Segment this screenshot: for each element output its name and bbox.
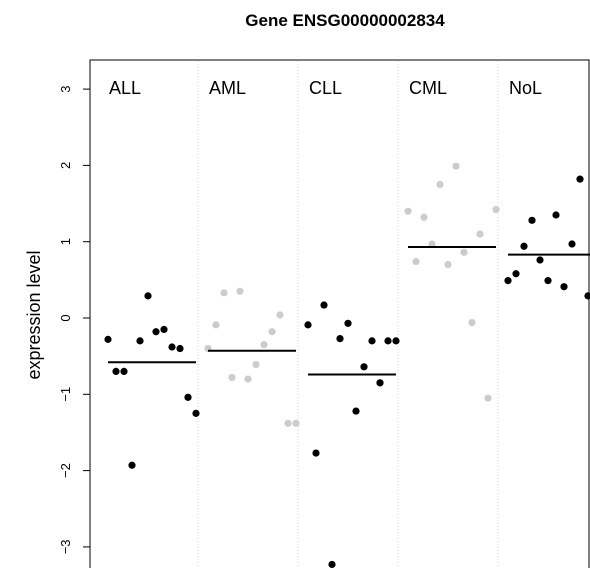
data-point: [576, 175, 584, 183]
group-label-aml: AML: [209, 78, 246, 98]
group-label-all: ALL: [109, 78, 141, 98]
data-point: [160, 325, 168, 334]
data-point: [444, 260, 452, 269]
y-tick-label: −1: [58, 387, 73, 402]
data-point: [412, 257, 420, 266]
plot-frame: [89, 59, 590, 568]
data-point: [452, 162, 460, 170]
data-point: [220, 289, 228, 297]
data-point: [544, 277, 552, 285]
data-point: [492, 206, 500, 214]
data-point: [344, 319, 352, 327]
data-point: [276, 311, 284, 319]
data-point: [120, 367, 128, 376]
data-point: [136, 337, 144, 345]
group-labels: ALL AML CLL CML NoL: [109, 78, 542, 98]
data-point: [320, 301, 328, 309]
group-label-nol: NoL: [509, 78, 542, 98]
data-point: [528, 216, 536, 224]
y-axis-label: expression level: [24, 250, 44, 379]
data-point: [236, 287, 244, 295]
data-point: [184, 393, 192, 401]
data-point: [428, 240, 436, 248]
data-point: [376, 379, 384, 387]
data-point: [144, 292, 152, 300]
data-point: [112, 367, 120, 376]
data-point: [304, 321, 312, 329]
data-point: [252, 360, 260, 369]
data-point: [404, 207, 412, 215]
data-point: [212, 321, 220, 329]
y-axis: −3 −2 −1 0 1 2 3: [58, 85, 90, 554]
y-tick-label: 3: [58, 85, 73, 92]
data-point: [168, 343, 176, 351]
data-point: [468, 318, 476, 327]
data-points: [104, 162, 590, 569]
data-point: [260, 341, 268, 349]
group-label-cll: CLL: [309, 78, 342, 98]
y-tick-label: 1: [58, 238, 73, 245]
data-point: [228, 373, 236, 382]
data-point: [552, 211, 560, 219]
plot-area: [89, 59, 590, 568]
data-point: [268, 328, 276, 336]
data-point: [360, 363, 368, 371]
y-tick-label: 2: [58, 162, 73, 169]
data-point: [512, 270, 520, 278]
data-point: [536, 256, 544, 264]
data-point: [292, 419, 300, 427]
data-point: [336, 335, 344, 343]
data-point: [476, 230, 484, 238]
data-point: [436, 180, 444, 189]
data-point: [560, 283, 568, 291]
median-lines: [108, 246, 590, 376]
data-point: [352, 407, 360, 415]
data-point: [520, 242, 528, 250]
y-tick-label: −2: [58, 463, 73, 478]
data-point: [128, 461, 136, 469]
data-point: [176, 344, 184, 353]
chart-title: Gene ENSG00000002834: [245, 11, 445, 30]
data-point: [460, 248, 468, 256]
data-point: [568, 240, 576, 248]
data-point: [192, 409, 200, 417]
data-point: [392, 337, 400, 345]
data-point: [420, 213, 428, 221]
y-tick-label: 0: [58, 314, 73, 321]
data-point: [152, 328, 160, 336]
data-point: [104, 335, 112, 343]
data-point: [312, 449, 320, 457]
data-point: [484, 394, 492, 402]
data-point: [584, 292, 590, 300]
group-label-cml: CML: [409, 78, 447, 98]
data-point: [244, 375, 252, 383]
y-tick-label: −3: [58, 539, 73, 554]
data-point: [368, 337, 376, 345]
data-point: [504, 277, 512, 285]
data-point: [284, 419, 292, 427]
data-point: [328, 560, 336, 569]
data-point: [384, 337, 392, 345]
